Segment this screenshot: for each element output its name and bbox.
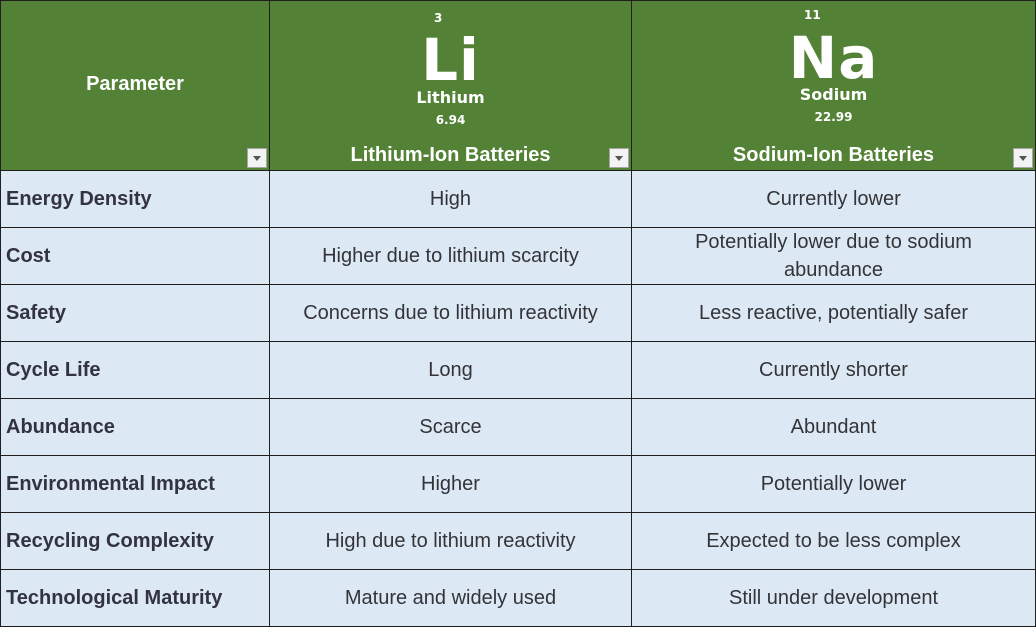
sodium-cell[interactable]: Abundant <box>631 398 1036 456</box>
lithium-cell[interactable]: Higher <box>269 455 632 513</box>
lithium-cell[interactable]: Higher due to lithium scarcity <box>269 227 632 285</box>
parameter-cell[interactable]: Recycling Complexity <box>0 512 270 570</box>
table-row: Safety Concerns due to lithium reactivit… <box>0 284 1036 342</box>
dropdown-filter-icon <box>615 155 623 161</box>
parameter-cell[interactable]: Cost <box>0 227 270 285</box>
lithium-cell[interactable]: Mature and widely used <box>269 569 632 627</box>
table-row: Environmental Impact Higher Potentially … <box>0 455 1036 513</box>
lithium-column-header: Lithium-Ion Batteries <box>350 144 551 166</box>
lithium-cell[interactable]: Concerns due to lithium reactivity <box>269 284 632 342</box>
parameter-header-label: Parameter <box>86 73 184 95</box>
sodium-cell[interactable]: Potentially lower <box>631 455 1036 513</box>
sodium-cell[interactable]: Still under development <box>631 569 1036 627</box>
parameter-cell[interactable]: Cycle Life <box>0 341 270 399</box>
lithium-atomic-mass: 6.94 <box>435 113 466 127</box>
lithium-symbol: Li <box>421 26 480 94</box>
lithium-filter-button[interactable] <box>609 148 629 168</box>
header-lithium-cell: 3 Li Lithium 6.94 Lithium-Ion Batteries <box>269 0 632 171</box>
header-parameter-cell: Parameter <box>0 0 270 171</box>
lithium-name: Lithium <box>416 88 485 107</box>
sodium-name: Sodium <box>799 85 868 104</box>
lithium-cell[interactable]: High <box>269 170 632 228</box>
sodium-cell[interactable]: Less reactive, potentially safer <box>631 284 1036 342</box>
lithium-cell[interactable]: Long <box>269 341 632 399</box>
parameter-cell[interactable]: Safety <box>0 284 270 342</box>
header-sodium-cell: 11 Na Sodium 22.99 Sodium-Ion Batteries <box>631 0 1036 171</box>
parameter-cell[interactable]: Abundance <box>0 398 270 456</box>
sodium-cell[interactable]: Expected to be less complex <box>631 512 1036 570</box>
lithium-cell[interactable]: Scarce <box>269 398 632 456</box>
lithium-atomic-number: 3 <box>434 11 443 25</box>
parameter-cell[interactable]: Energy Density <box>0 170 270 228</box>
table-row: Cost Higher due to lithium scarcity Pote… <box>0 227 1036 285</box>
parameter-cell[interactable]: Technological Maturity <box>0 569 270 627</box>
sodium-cell[interactable]: Currently shorter <box>631 341 1036 399</box>
sodium-symbol: Na <box>788 24 879 92</box>
dropdown-filter-icon <box>253 155 261 161</box>
table-row: Technological Maturity Mature and widely… <box>0 569 1036 627</box>
sodium-column-header: Sodium-Ion Batteries <box>732 144 935 166</box>
parameter-cell[interactable]: Environmental Impact <box>0 455 270 513</box>
table-row: Cycle Life Long Currently shorter <box>0 341 1036 399</box>
sodium-atomic-mass: 22.99 <box>814 110 853 124</box>
table-row: Recycling Complexity High due to lithium… <box>0 512 1036 570</box>
sodium-atomic-number: 11 <box>804 8 821 22</box>
sodium-filter-button[interactable] <box>1013 148 1033 168</box>
table-row: Energy Density High Currently lower <box>0 170 1036 228</box>
sodium-cell[interactable]: Potentially lower due to sodium abundanc… <box>631 227 1036 285</box>
lithium-cell[interactable]: High due to lithium reactivity <box>269 512 632 570</box>
table-row: Abundance Scarce Abundant <box>0 398 1036 456</box>
sodium-cell[interactable]: Currently lower <box>631 170 1036 228</box>
parameter-filter-button[interactable] <box>247 148 267 168</box>
header-row: Parameter 3 Li Lithium 6.94 Lithium-Ion … <box>0 0 1036 171</box>
dropdown-filter-icon <box>1019 155 1027 161</box>
